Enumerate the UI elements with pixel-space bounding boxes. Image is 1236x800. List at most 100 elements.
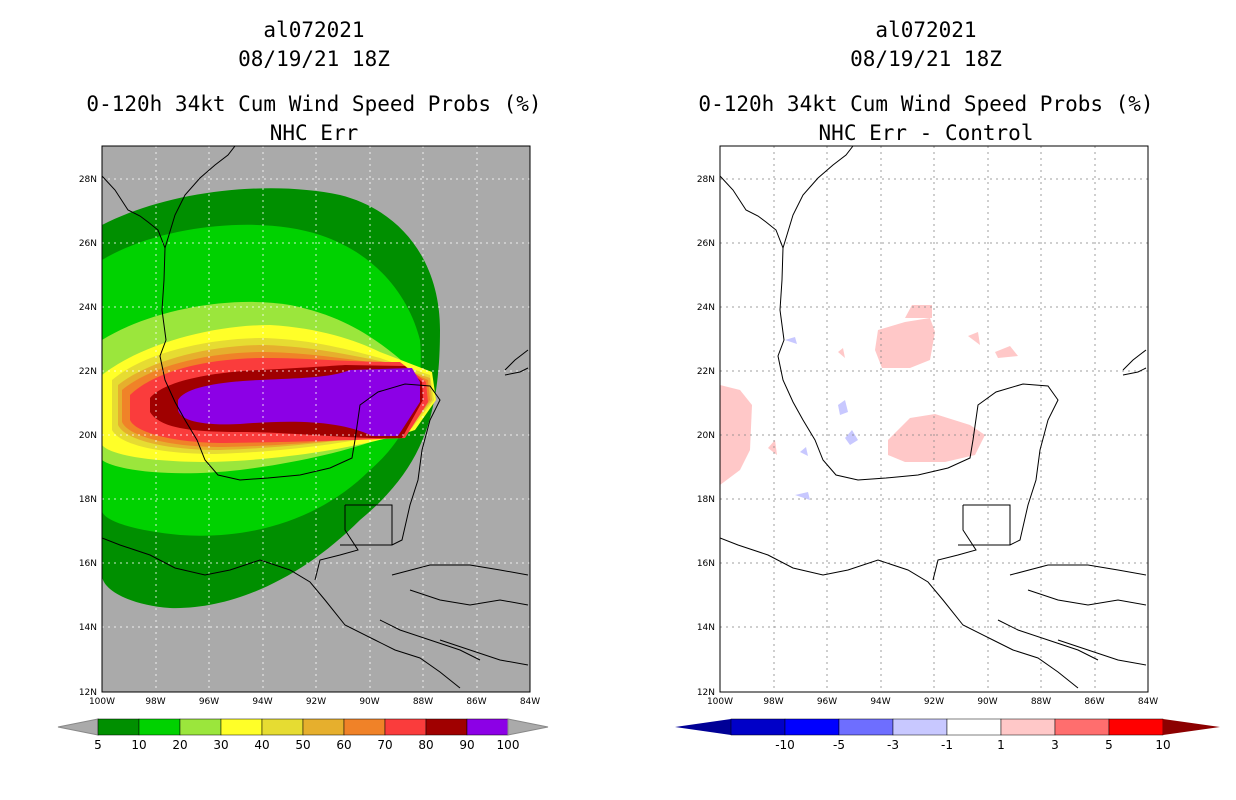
right-colorbar-high-arrow (1163, 719, 1220, 735)
diff-blob-north-top (905, 305, 932, 318)
left_panel-lat-label: 18N (79, 495, 97, 505)
right-datetime: 08/19/21 18Z (850, 47, 1002, 71)
left-product-title: 0-120h 34kt Cum Wind Speed Probs (%) (86, 92, 542, 116)
left-map (102, 146, 530, 692)
right_panel-lon-label: 100W (707, 697, 733, 707)
right-colorbar-label: -1 (941, 738, 953, 752)
diff-blob-neg-2 (845, 430, 858, 445)
left-colorbar-swatch (466, 718, 509, 736)
right_panel-lon-label: 96W (817, 697, 837, 707)
left-colorbar-swatch (384, 718, 427, 736)
left_panel-lat-label: 20N (79, 431, 97, 441)
right_panel-lat-label: 26N (697, 239, 715, 249)
right_panel-lat-label: 24N (697, 303, 715, 313)
left-colorbar-swatch (220, 718, 263, 736)
left-colorbar-label: 30 (213, 738, 228, 752)
left-colorbar-label: 90 (459, 738, 474, 752)
left-colorbar-swatch (138, 718, 181, 736)
left_panel-lat-label: 28N (79, 175, 97, 185)
left_panel-lat-label: 12N (79, 688, 97, 698)
left-subtitle: NHC Err (269, 121, 359, 145)
left_panel-lat-label: 14N (79, 623, 97, 633)
left_panel-lon-label: 94W (252, 697, 272, 707)
left-colorbar-swatch (425, 718, 468, 736)
right-colorbar-swatch (946, 718, 1002, 736)
right-colorbar-swatch (1000, 718, 1056, 736)
right_panel-lat-label: 16N (697, 559, 715, 569)
left_panel-lon-label: 100W (89, 697, 115, 707)
right_panel-lat-label: 12N (697, 688, 715, 698)
left_panel-lon-label: 86W (466, 697, 486, 707)
left-colorbar-swatch (261, 718, 304, 736)
left-colorbar: 5 10 20 30 40 50 60 70 80 90 100 (57, 718, 549, 752)
left_panel-lat-label: 16N (79, 559, 97, 569)
diff-blob-neg-5 (800, 447, 808, 456)
diff-blob-neg-4 (795, 492, 810, 500)
left-colorbar-label: 60 (336, 738, 351, 752)
right-colorbar-label: -3 (887, 738, 899, 752)
diff-blob-west (720, 385, 752, 485)
right-colorbar-label: 10 (1155, 738, 1170, 752)
right-colorbar-label: -10 (775, 738, 795, 752)
right_panel-lat-label: 18N (697, 495, 715, 505)
left-colorbar-label: 50 (295, 738, 310, 752)
left_panel-lon-label: 98W (145, 697, 165, 707)
left-colorbar-label: 40 (254, 738, 269, 752)
right-colorbar-label: 3 (1051, 738, 1059, 752)
left-colorbar-swatch (179, 718, 222, 736)
diff-blob-small-1 (968, 332, 980, 345)
diff-blob-north (875, 318, 935, 368)
right-colorbar-label: -5 (833, 738, 845, 752)
left-colorbar-low-arrow (57, 718, 99, 736)
left-colorbar-label: 100 (497, 738, 520, 752)
diff-blob-neg-1 (838, 400, 848, 415)
right-product-title: 0-120h 34kt Cum Wind Speed Probs (%) (698, 92, 1154, 116)
left_panel-lon-label: 92W (306, 697, 326, 707)
left-colorbar-swatch (302, 718, 345, 736)
right-colorbar-swatch (1054, 718, 1110, 736)
left_panel-lon-label: 84W (520, 697, 540, 707)
left-colorbar-high-arrow (507, 718, 549, 736)
left-colorbar-label: 20 (172, 738, 187, 752)
left-datetime: 08/19/21 18Z (238, 47, 390, 71)
right-title-block: al072021 08/19/21 18Z 0-120h 34kt Cum Wi… (626, 16, 1226, 148)
right_panel-lat-label: 20N (697, 431, 715, 441)
right_panel-lon-label: 86W (1084, 697, 1104, 707)
right_panel-lon-label: 98W (763, 697, 783, 707)
right_panel-lon-label: 84W (1138, 697, 1158, 707)
right_panel-lat-label: 28N (697, 175, 715, 185)
right-colorbar-swatch (892, 718, 948, 736)
left-colorbar-swatch (97, 718, 140, 736)
diff-blob-small-3 (768, 440, 777, 455)
left_panel-lon-label: 90W (359, 697, 379, 707)
right-storm-id: al072021 (875, 18, 977, 42)
left-colorbar-label: 5 (94, 738, 102, 752)
right-colorbar-label: 1 (997, 738, 1005, 752)
diff-blob-east (995, 346, 1018, 358)
right-subtitle: NHC Err - Control (818, 121, 1034, 145)
diff-blob-neg-3 (785, 337, 797, 344)
left-colorbar-label: 70 (377, 738, 392, 752)
right_panel-lat-label: 14N (697, 623, 715, 633)
left_panel-lat-label: 24N (79, 303, 97, 313)
diff-blob-small-2 (838, 348, 845, 358)
left_panel-lon-label: 96W (199, 697, 219, 707)
right-colorbar-low-arrow (675, 719, 731, 735)
left-map-frame (101, 145, 531, 693)
left-storm-id: al072021 (263, 18, 365, 42)
diff-blob-south (888, 414, 985, 462)
right-grid (720, 146, 1148, 692)
left-title-block: al072021 08/19/21 18Z 0-120h 34kt Cum Wi… (14, 16, 614, 148)
left-colorbar-swatch (343, 718, 386, 736)
right_panel-lon-label: 88W (1031, 697, 1051, 707)
right-map-frame (719, 145, 1149, 693)
right-map (720, 146, 1148, 692)
right-colorbar: -10 -5 -3 -1 1 3 5 10 (675, 718, 1220, 752)
left_panel-lat-label: 22N (79, 367, 97, 377)
right-colorbar-swatch (1108, 718, 1164, 736)
left-grid (102, 146, 530, 692)
right-colorbar-swatch (730, 718, 786, 736)
right_panel-lon-label: 92W (924, 697, 944, 707)
left_panel-lon-label: 88W (413, 697, 433, 707)
